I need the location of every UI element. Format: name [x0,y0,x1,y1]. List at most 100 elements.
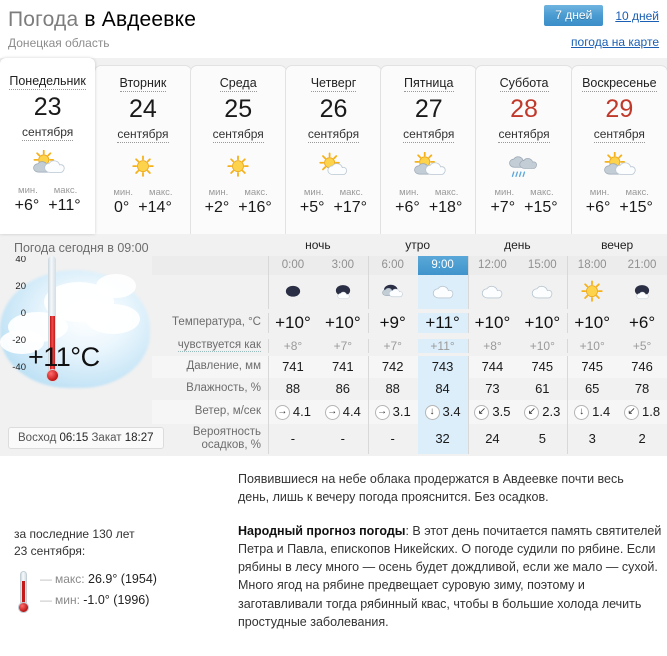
sun-behind-clouds-icon [381,149,476,185]
hourly-forecast-table: ночь утро день вечер 0:00 3:00 6:00 9:00 12:00 1… [152,234,667,456]
tab-10-days[interactable]: 10 дней [615,8,659,23]
folk-forecast: Народный прогноз погоды: В этот день поч… [238,522,662,631]
feels-like-row: чувствуется как +8° +7° +7° +11° +8° +10° +10°… [152,336,667,356]
feels-like-label-text: чувствуется как [177,339,261,353]
day-card-1[interactable]: Вторник 24 сентября мин. макс. 0° +14° [95,66,191,234]
time-of-day-3: вечер [601,238,634,252]
day-card-6[interactable]: Воскресенье 29 сентября мин. макс. +6° +15° [571,66,667,234]
scale-label-20: 20 [15,281,26,292]
wind-row: Ветер, м/сек → 4.1 → 4.4 → 3.1 ↓ 3.4 ↙ 3.5 ↙ 2.3 ↓ 1.… [152,400,667,424]
feels-like-value: +5° [632,339,652,353]
tab-7-days[interactable]: 7 дней [544,5,604,26]
min-label: мин. [18,184,38,196]
min-label: мин. [494,186,515,198]
max-temp: +17° [333,198,368,216]
max-temp: +15° [524,198,558,216]
precipitation-value: 3 [567,424,617,454]
humidity-value: 73 [468,378,518,400]
humidity-value: 65 [567,378,617,400]
sun-icon [567,275,617,309]
temperature-value: +10° [324,312,361,332]
scale-label-m40: -40 [12,362,26,373]
today-panel: Погода сегодня в 09:00 40 20 0 -20 -40 +… [0,234,667,456]
precipitation-value: 2 [638,431,646,446]
day-card-minmax-labels: мин. макс. [191,187,286,198]
seven-day-strip: Понедельник 23 сентября мин. макс. +6° +11° Вто… [0,58,667,234]
wind-direction-icon: ↙ [474,404,490,420]
day-card-minmax-labels: мин. макс. [95,187,190,198]
feels-like-value: +10° [529,339,555,353]
region-subtitle: Донецкая область [8,36,110,50]
moon-cloud-icon [617,275,667,309]
sun-small-cloud-icon [286,149,381,185]
day-card-minmax-labels: мин. макс. [381,187,476,198]
wind-value: ↙ 2.3 [517,400,568,424]
precipitation-row-label: Вероятность осадков, % [192,425,261,451]
wind-value: → 4.4 [317,400,368,424]
max-temp: +18° [428,198,463,216]
cloud-icon [517,275,567,309]
min-temp: 0° [114,198,130,216]
page-title-city: в Авдеевке [78,8,197,31]
folk-forecast-text: : В этот день почитается память святител… [238,524,662,629]
pressure-value: 744 [467,356,518,378]
weather-description: Появившиеся на небе облака продержатся в… [238,472,624,505]
temperature-cells: +10° +10° +9° +11° +10° +10° +10° +6° [268,309,667,336]
min-temp: +6° [395,198,420,216]
historical-records: за последние 130 лет 23 сентября: — макс:… [14,526,224,613]
wind-direction-icon: ↙ [624,404,640,420]
day-card-4[interactable]: Пятница 27 сентября мин. макс. +6° +18° [381,66,477,234]
hour-label: 3:00 [331,259,354,271]
sun-icon [191,149,286,185]
cloud-icon [417,275,468,309]
feels-like-row-label: чувствуется как [152,339,268,353]
precipitation-value: 32 [417,424,468,454]
history-max-label: макс: [55,571,85,586]
wind-value: ↙ 3.5 [467,400,518,424]
history-dash: — [40,571,52,586]
sky-illustration: 40 20 0 -20 -40 +11°C [0,256,152,406]
day-card-weekday: Суббота [499,76,549,92]
pressure-row-label: Давление, мм [186,360,261,373]
sun-icon [95,149,190,185]
today-heading: Погода сегодня в 09:00 [14,241,149,255]
min-label: мин. [589,186,610,198]
weather-icon-cells [268,275,667,309]
wind-direction-icon: → [324,404,340,420]
precipitation-value: - [368,424,418,454]
day-card-5[interactable]: Суббота 28 сентября мин. макс. +7° +15° [476,66,572,234]
pressure-value: 746 [617,356,667,378]
day-card-weekday: Пятница [404,76,454,92]
precipitation-value: - [268,424,318,454]
pressure-value: 745 [567,356,618,378]
min-temp: +6° [14,196,40,214]
feels-like-value: +10° [567,339,617,353]
pressure-value: 745 [517,356,568,378]
wind-row-label: Ветер, м/сек [194,405,261,418]
day-card-date: 23 [33,93,62,121]
wind-speed: 3.1 [392,404,411,419]
history-min-row: — мин: -1.0° (1996) [40,590,224,611]
min-label: мин. [399,186,419,198]
day-card-month: сентября [307,126,360,143]
temperature-row: Температура, °C +10° +10° +9° +11° +10° +10° +… [152,309,667,336]
temperature-row-label: Температура, °C [172,315,261,328]
day-card-2[interactable]: Среда 25 сентября мин. макс. +2° +16° [190,66,286,234]
day-card-0[interactable]: Понедельник 23 сентября мин. макс. +6° +11° [0,58,96,234]
wind-value: → 3.1 [367,400,418,424]
humidity-value: 61 [535,381,550,396]
current-temperature: +11°C [28,342,100,372]
weather-map-link[interactable]: погода на карте [571,35,659,49]
thermometer-tube [48,256,56,372]
hour-label: 9:00 [417,256,468,275]
sunrise-time: 06:15 [59,432,89,444]
temperature-value: +11° [417,312,468,333]
humidity-row: Влажность, % 88 86 88 84 73 61 65 78 [152,378,667,400]
day-card-3[interactable]: Четверг 26 сентября мин. макс. +5° +17° [285,66,382,234]
top-controls: 7 дней 10 дней погода на карте [479,5,659,49]
max-temp: +16° [238,198,272,216]
min-label: мин. [113,186,134,198]
scale-label-40: 40 [15,256,26,265]
day-card-date: 29 [605,95,634,123]
pressure-value: 742 [367,356,418,378]
